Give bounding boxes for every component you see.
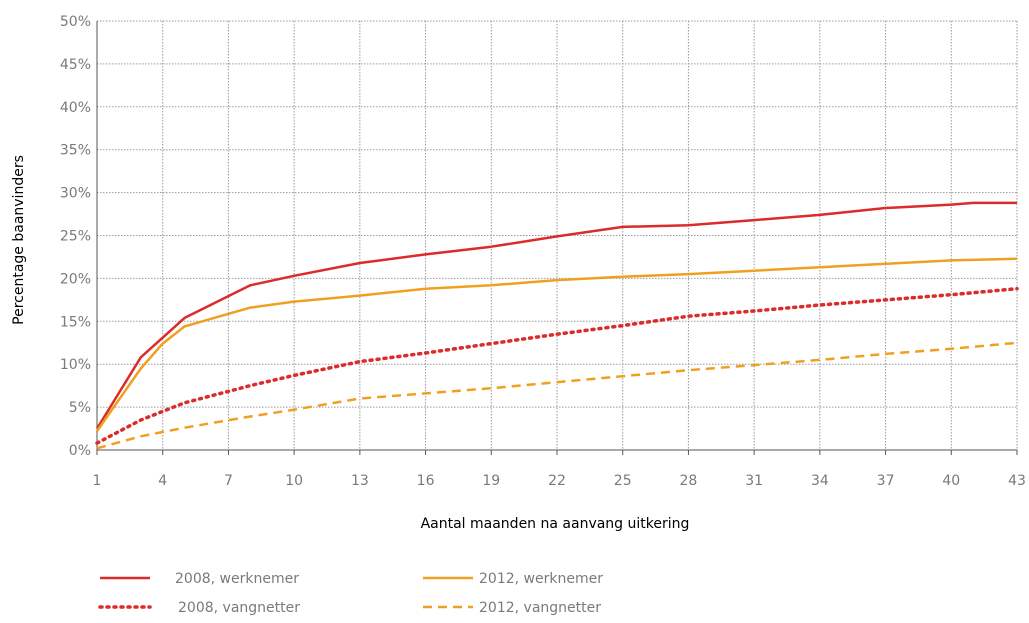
x-tick-label: 28: [680, 473, 698, 489]
grid: [97, 20, 1018, 450]
x-tick-label: 4: [158, 473, 167, 489]
y-tick-label: 25%: [60, 229, 91, 245]
legend: 2008, werknemer 2012, werknemer 2008, vang…: [98, 571, 603, 616]
x-tick-label: 7: [224, 473, 233, 489]
x-tick-label: 37: [877, 473, 895, 489]
legend-label-3: 2008, vangnetter: [178, 600, 300, 616]
y-tick-label: 45%: [60, 57, 91, 73]
y-tick-label: 15%: [60, 314, 91, 330]
legend-label-1: 2008, werknemer: [175, 571, 299, 587]
x-tick-label: 19: [482, 473, 500, 489]
y-tick-label: 5%: [69, 400, 91, 416]
x-tick-label: 22: [548, 473, 566, 489]
x-tick-label: 1: [93, 473, 102, 489]
x-tick-label: 10: [285, 473, 303, 489]
y-tick-label: 40%: [60, 100, 91, 116]
series-lines: [95, 201, 1019, 450]
y-tick-label: 30%: [60, 186, 91, 202]
y-tick-label: 10%: [60, 357, 91, 373]
y-tick-label: 50%: [60, 14, 91, 30]
tick-labels: 0% 5% 10% 15% 20% 25% 30% 35% 40% 45% 50% 1 4 7 10 13 16…: [60, 14, 1026, 489]
x-axis-title: Aantal maanden na aanvang uitkering: [421, 516, 690, 532]
series-line-1: [95, 201, 1017, 430]
series-line-4: [96, 341, 1018, 450]
y-tick-label: 20%: [60, 271, 91, 287]
x-tick-label: 34: [811, 473, 829, 489]
y-tick-label: 0%: [69, 443, 91, 459]
series-line-2: [95, 257, 1018, 432]
y-axis-title: Percentage baanvinders: [11, 155, 27, 325]
x-tick-label: 31: [745, 473, 763, 489]
x-tick-label: 13: [351, 473, 369, 489]
axes: [96, 21, 1018, 455]
x-tick-label: 43: [1008, 473, 1026, 489]
x-tick-label: 16: [417, 473, 435, 489]
y-tick-label: 35%: [60, 143, 91, 159]
legend-label-4: 2012, vangnetter: [479, 600, 601, 616]
legend-label-2: 2012, werknemer: [479, 571, 603, 587]
x-tick-label: 25: [614, 473, 632, 489]
series-line-3: [95, 286, 1019, 445]
x-tick-label: 40: [942, 473, 960, 489]
